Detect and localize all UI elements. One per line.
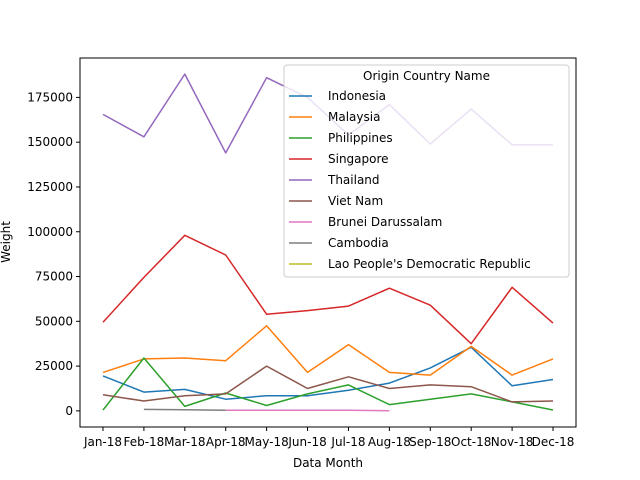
legend-label: Malaysia — [328, 110, 380, 124]
y-axis-ticks: 0 25000 50000 75000 100000 125000 150000 175000 — [27, 90, 80, 418]
y-tick-label: 50000 — [35, 314, 73, 328]
series-line — [102, 234, 554, 345]
legend-title: Origin Country Name — [363, 69, 490, 83]
legend-label: Singapore — [328, 152, 389, 166]
series-line — [102, 325, 554, 376]
x-tick-label: Feb-18 — [123, 435, 164, 449]
legend: Origin Country Name Indonesia Malaysia Phil… — [283, 64, 570, 278]
plot-frame — [79, 57, 577, 428]
y-tick-label: 75000 — [35, 270, 73, 284]
legend-label: Lao People's Democratic Republic — [328, 257, 531, 271]
legend-label: Philippines — [328, 131, 393, 145]
y-tick-label: 100000 — [27, 225, 73, 239]
y-tick-label: 125000 — [27, 180, 73, 194]
x-tick-label: Jul-18 — [330, 435, 365, 449]
series-line — [143, 408, 226, 411]
y-tick-label: 150000 — [27, 135, 73, 149]
y-tick-label: 175000 — [27, 90, 73, 104]
x-tick-label: Jun-18 — [287, 435, 326, 449]
x-tick-label: Sep-18 — [409, 435, 451, 449]
x-axis-ticks: Jan-18 Feb-18 Mar-18 Apr-18 May-18 Jun-18 Jul-… — [83, 427, 574, 449]
legend-box — [283, 64, 570, 278]
x-tick-label: Apr-18 — [206, 435, 246, 449]
legend-label: Indonesia — [328, 89, 386, 103]
legend-label: Cambodia — [328, 236, 389, 250]
y-tick-label: 0 — [65, 404, 73, 418]
x-tick-label: Mar-18 — [164, 435, 205, 449]
x-tick-label: Dec-18 — [532, 435, 575, 449]
x-tick-label: Aug-18 — [368, 435, 411, 449]
x-tick-label: Jan-18 — [83, 435, 122, 449]
series-line — [102, 365, 554, 403]
legend-label: Brunei Darussalam — [328, 215, 442, 229]
legend-label: Viet Nam — [328, 194, 383, 208]
x-tick-label: May-18 — [245, 435, 289, 449]
x-tick-label: Oct-18 — [451, 435, 491, 449]
series-line — [102, 357, 554, 411]
y-axis-label: Weight — [0, 221, 13, 263]
series-line — [102, 346, 554, 400]
x-tick-label: Nov-18 — [491, 435, 534, 449]
x-axis-label: Data Month — [293, 456, 363, 470]
legend-label: Thailand — [327, 173, 380, 187]
y-tick-label: 25000 — [35, 359, 73, 373]
